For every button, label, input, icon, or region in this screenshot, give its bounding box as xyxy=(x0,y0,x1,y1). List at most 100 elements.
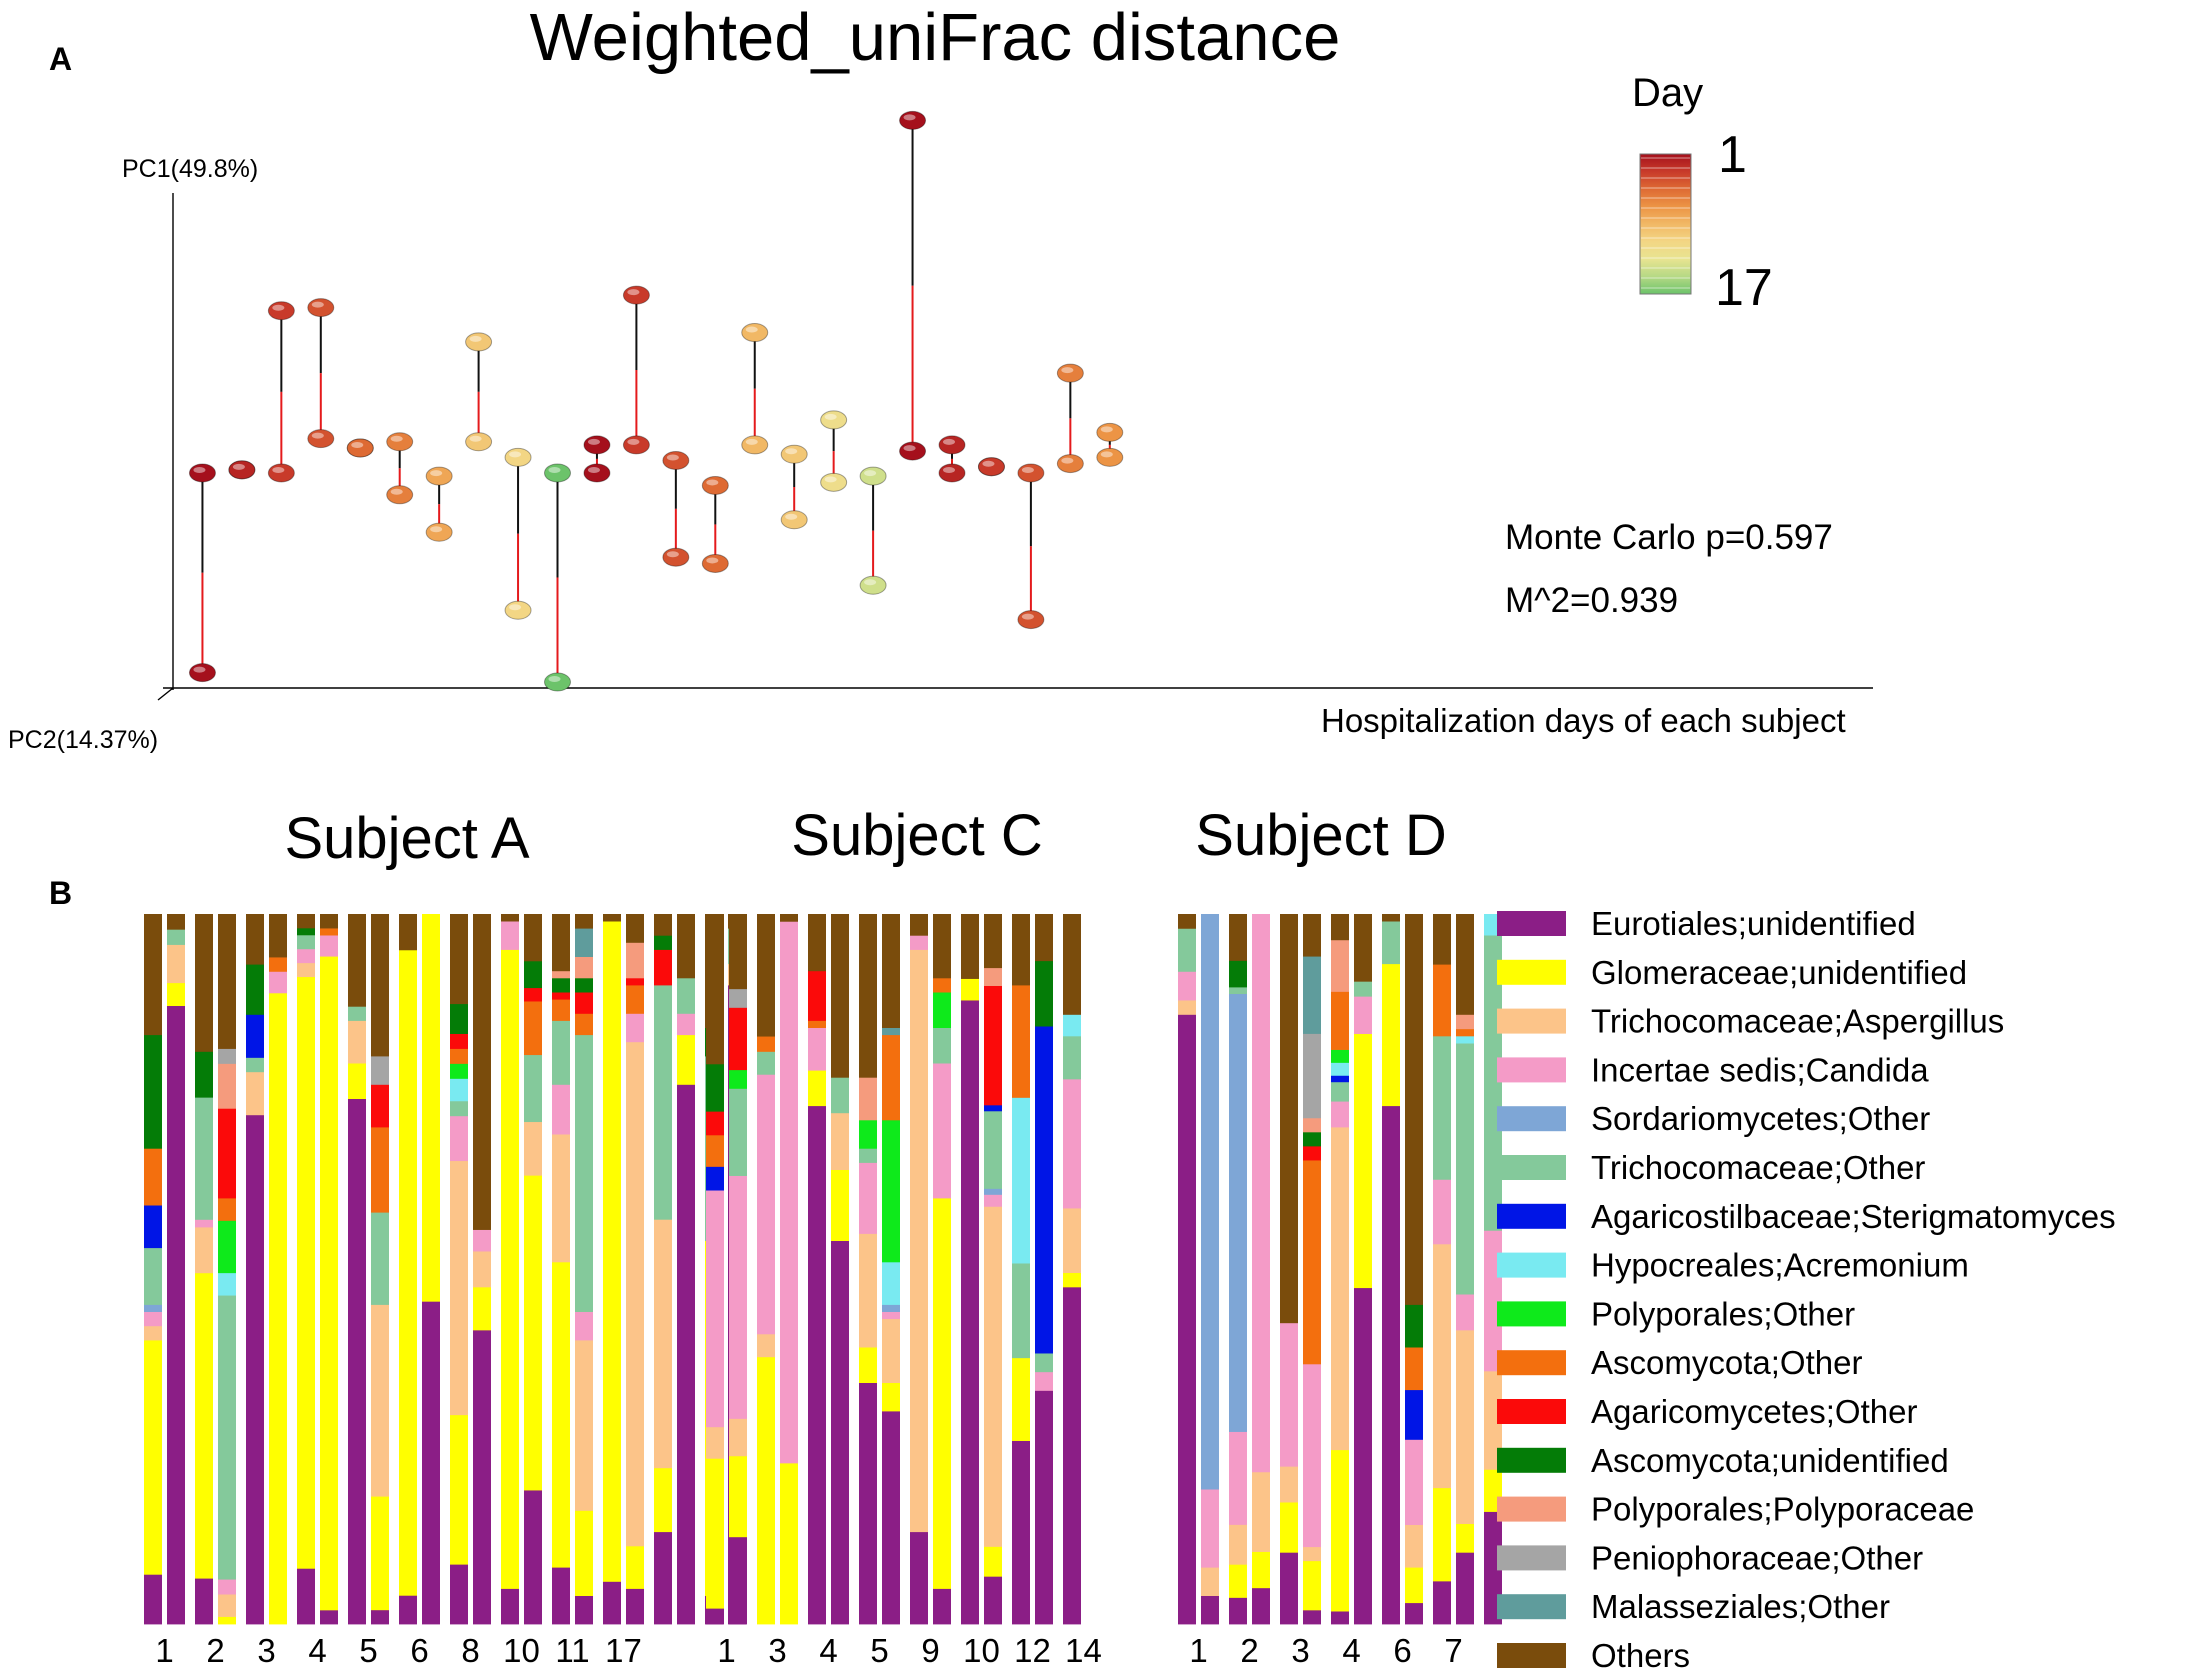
bar-segment xyxy=(1484,1370,1502,1470)
bar-segment xyxy=(654,1531,672,1625)
sample-point-a-highlight xyxy=(706,479,719,486)
bar-segment xyxy=(984,914,1002,969)
stacked-bar xyxy=(269,914,287,1625)
bar-segment xyxy=(552,999,570,1021)
subject-bar-group xyxy=(706,914,1081,1625)
legend-swatch xyxy=(1497,911,1566,936)
bar-segment xyxy=(1354,996,1372,1034)
legend-swatch xyxy=(1497,1057,1566,1083)
legend-swatch xyxy=(1497,1106,1566,1132)
sample-point-b xyxy=(1017,610,1045,630)
sample-point-b-highlight xyxy=(706,557,719,564)
bar-segment xyxy=(706,914,724,1065)
bar-segment xyxy=(195,1578,213,1625)
panel-a: A Weighted_uniFrac distance PC1(49.8%) P… xyxy=(8,0,1873,754)
bar-segment xyxy=(729,988,747,1008)
bar-segment xyxy=(246,914,264,965)
bar-segment xyxy=(524,987,542,1002)
sample-point-a xyxy=(899,110,927,130)
bar-segment xyxy=(882,1034,900,1121)
stacked-bar xyxy=(677,914,695,1625)
sample-point-a xyxy=(346,438,374,458)
bar-segment xyxy=(859,1233,877,1348)
bar-segment xyxy=(1178,928,1196,972)
bar-segment xyxy=(1252,1551,1270,1589)
bar-segment xyxy=(218,1579,236,1595)
bar-segment xyxy=(757,1356,775,1625)
sample-point-a-highlight xyxy=(311,301,324,308)
legend-swatch xyxy=(1497,959,1566,985)
bar-segment xyxy=(144,1205,162,1249)
day-label: 1 xyxy=(155,1632,173,1669)
bar-segment xyxy=(626,985,644,1014)
sample-point-a xyxy=(741,323,769,343)
sample-point-a-highlight xyxy=(193,466,206,473)
sample-point-a xyxy=(1096,422,1124,442)
bar-segment xyxy=(246,1071,264,1116)
bar-segment xyxy=(626,1041,644,1547)
taxa-legend: Eurotiales;unidentified Glomeraceae;unide… xyxy=(1497,905,2116,1674)
bar-segment xyxy=(218,1295,236,1580)
bar-segment xyxy=(1035,1371,1053,1391)
day-label: 6 xyxy=(410,1632,428,1669)
bar-segment xyxy=(706,1134,724,1167)
bar-segment xyxy=(1303,1546,1321,1562)
procrustes-pair xyxy=(465,332,493,452)
bar-segment xyxy=(1354,914,1372,982)
bar-segment xyxy=(984,967,1002,986)
day-label: 2 xyxy=(1240,1632,1258,1669)
sample-point-a-highlight xyxy=(745,326,758,333)
bar-segment xyxy=(450,1048,468,1064)
sample-point-b-highlight xyxy=(1061,457,1074,464)
bar-segment xyxy=(626,942,644,979)
bar-segment xyxy=(859,1119,877,1149)
sample-point-a xyxy=(425,466,453,486)
sample-point-b-highlight xyxy=(1021,613,1034,620)
bar-segment xyxy=(450,1003,468,1034)
bar-segment xyxy=(218,1594,236,1617)
sample-point-a-highlight xyxy=(351,442,364,448)
bar-segment xyxy=(1382,1105,1400,1625)
bar-segment xyxy=(677,977,695,1014)
bar-segment xyxy=(859,1347,877,1383)
bar-segment xyxy=(831,1240,849,1625)
panel-a-title: Weighted_uniFrac distance xyxy=(530,0,1341,75)
bar-segment xyxy=(677,1084,695,1625)
legend-swatch xyxy=(1497,1545,1566,1571)
legend-item: Glomeraceae;unidentified xyxy=(1497,954,1967,991)
bar-segment xyxy=(297,962,315,978)
legend-label: Ascomycota;Other xyxy=(1591,1344,1862,1381)
sample-point-b-highlight xyxy=(745,438,758,445)
bar-segment xyxy=(1303,1033,1321,1119)
bar-segment xyxy=(1063,1286,1081,1625)
legend-swatch xyxy=(1497,1301,1566,1327)
legend-item: Others xyxy=(1497,1637,1690,1674)
bar-segment xyxy=(933,977,951,993)
bar-segment xyxy=(1382,963,1400,1107)
sample-point-b-highlight xyxy=(943,466,955,473)
sample-point-a-highlight xyxy=(1021,466,1034,473)
stacked-bar xyxy=(961,914,979,1625)
day-legend-max: 17 xyxy=(1715,259,1773,317)
sample-point-a-highlight xyxy=(390,435,403,442)
bar-segment xyxy=(654,914,672,936)
bar-segment xyxy=(1303,1160,1321,1365)
procrustes-pair xyxy=(662,450,690,567)
stacked-bar xyxy=(654,914,672,1625)
bar-segment xyxy=(371,1212,389,1305)
bar-segment xyxy=(575,1311,593,1341)
bar-segment xyxy=(473,1286,491,1331)
bar-segment xyxy=(677,1034,695,1085)
bar-segment xyxy=(269,971,287,994)
stacked-bar xyxy=(757,914,775,1625)
stacked-bar xyxy=(399,914,417,1625)
sample-point-b xyxy=(544,672,571,692)
bar-segment xyxy=(399,949,417,1596)
stacked-bar xyxy=(603,914,621,1625)
bar-segment xyxy=(450,1033,468,1049)
bar-segment xyxy=(422,914,440,1302)
bar-segment xyxy=(1354,1287,1372,1625)
hospitalization-axis-label: Hospitalization days of each subject xyxy=(1321,702,1846,739)
